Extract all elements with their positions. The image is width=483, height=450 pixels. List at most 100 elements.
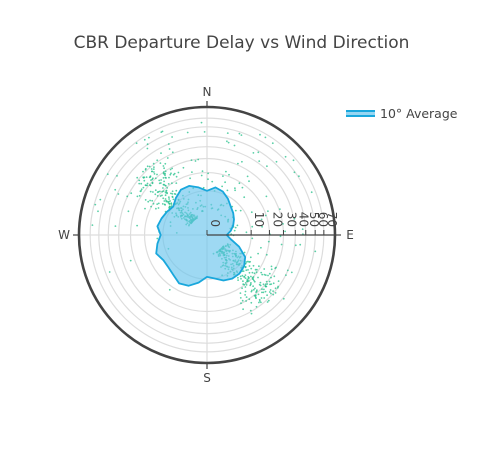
scatter-point [138,179,141,182]
scatter-point [259,281,262,284]
scatter-point [148,136,150,139]
scatter-point [156,159,159,162]
scatter-point [142,186,145,189]
scatter-point [162,197,165,200]
scatter-point [245,300,248,302]
scatter-point [233,144,236,147]
scatter-point [274,287,277,290]
scatter-point [264,285,267,288]
scatter-point [165,189,168,192]
scatter-point [270,265,273,268]
scatter-point [164,198,167,200]
scatter-point [242,270,245,272]
scatter-point [268,291,271,293]
radial-tick-label: 70 [325,212,339,227]
scatter-point [161,190,164,193]
scatter-point [260,297,263,299]
scatter-point [261,273,264,276]
scatter-point [250,275,252,278]
scatter-point [191,171,193,174]
radial-tick-label: 40 [296,212,310,227]
scatter-point [167,183,170,185]
scatter-point [186,131,189,134]
scatter-point [250,312,253,315]
scatter-point [249,309,252,312]
scatter-point [262,291,265,294]
scatter-point [250,211,253,214]
scatter-point [163,171,165,173]
scatter-point [269,283,271,286]
scatter-point [168,198,171,200]
scatter-point [254,296,257,299]
scatter-point [263,268,266,270]
scatter-point [144,207,146,210]
scatter-point [148,165,151,168]
scatter-point [271,142,274,145]
legend[interactable]: 10° Average [346,106,457,121]
scatter-point [149,190,152,193]
scatter-point [168,176,170,179]
scatter-point [239,209,242,212]
scatter-point [264,290,267,293]
scatter-point [149,184,151,187]
scatter-point [257,252,259,255]
scatter-point [226,132,229,135]
scatter-point [146,147,149,150]
radial-tick-label: 0 [208,219,222,227]
scatter-point [261,291,263,294]
scatter-point [171,167,174,170]
scatter-point [246,175,249,178]
scatter-point [267,274,269,277]
scatter-point [268,280,271,283]
scatter-point [245,231,248,234]
scatter-point [154,193,157,196]
scatter-point [211,180,214,183]
scatter-point [171,182,173,185]
scatter-point [152,202,155,205]
scatter-point [236,224,239,227]
scatter-point [258,160,261,163]
scatter-point [163,173,166,175]
scatter-point [242,283,245,286]
scatter-point [175,175,178,178]
scatter-point [272,282,275,285]
scatter-point [168,202,171,205]
scatter-point [160,152,162,155]
scatter-point [194,160,197,162]
scatter-point [260,218,263,221]
scatter-point [272,290,274,292]
scatter-point [293,171,296,174]
scatter-point [244,277,247,279]
scatter-point [260,246,262,249]
radial-tick-label: 20 [270,212,284,227]
scatter-point [173,193,176,195]
scatter-point [239,275,242,278]
scatter-point [244,286,247,288]
scatter-point [94,203,97,206]
scatter-point [114,188,117,191]
scatter-point [240,134,243,137]
scatter-point [245,284,248,286]
scatter-point [159,190,161,193]
scatter-point [157,207,160,209]
scatter-point [177,171,180,174]
scatter-point [260,271,263,274]
scatter-point [152,168,155,171]
scatter-point [249,260,252,263]
radial-tick-label: 60 [316,212,330,227]
scatter-point [164,194,167,197]
scatter-point [197,158,200,161]
scatter-point [237,276,239,279]
scatter-point [253,280,256,283]
scatter-point [207,178,209,181]
scatter-point [175,189,178,192]
scatter-point [249,283,252,286]
scatter-point [277,285,279,288]
scatter-point [275,266,277,269]
scatter-point [286,269,289,272]
scatter-point [258,301,260,304]
scatter-point [169,173,172,176]
scatter-point [266,294,268,297]
scatter-point [272,293,275,296]
scatter-point [201,170,204,173]
